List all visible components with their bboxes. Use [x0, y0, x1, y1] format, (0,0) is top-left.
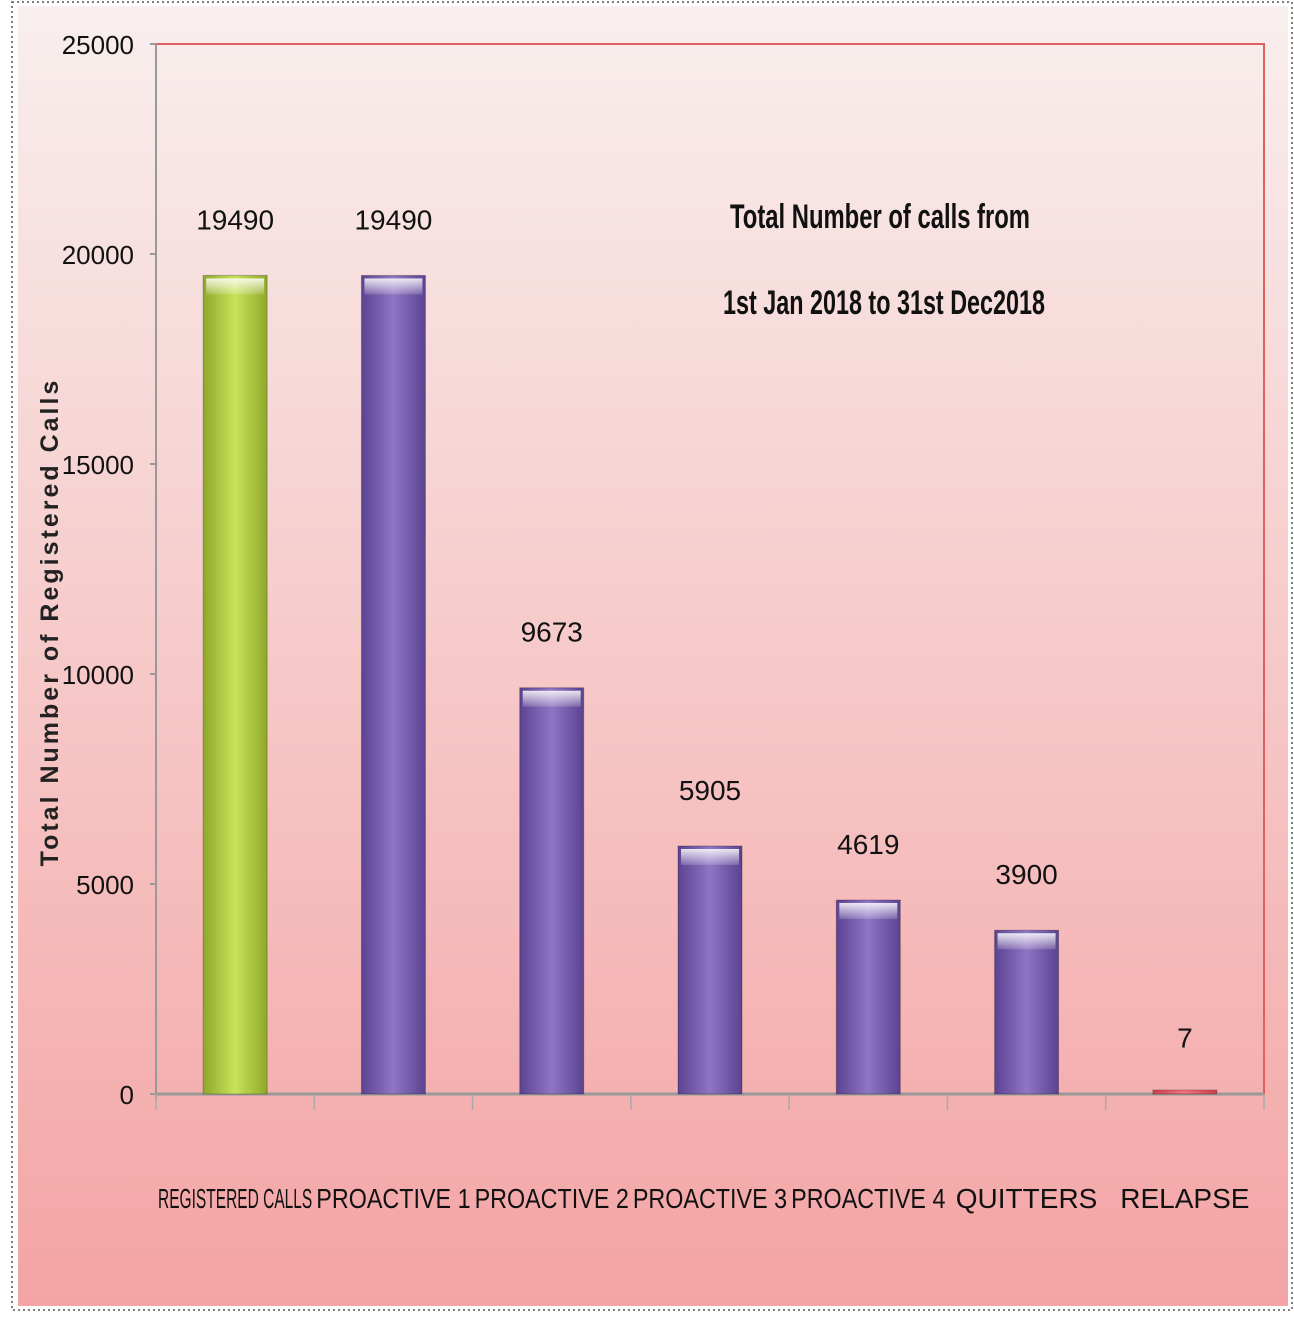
- bar-highlight: [681, 848, 739, 865]
- bar-body: [835, 899, 901, 1095]
- bar-body: [360, 274, 426, 1095]
- data-labels-group: 19490 19490 9673 5905 4619 3900 7: [196, 204, 1192, 1053]
- y-tick-label: 0: [120, 1080, 134, 1110]
- category-labels-group: REGISTERED CALLS PROACTIVE 1 PROACTIVE 2 PR…: [158, 1183, 1249, 1214]
- bar-highlight: [997, 933, 1056, 950]
- data-label: 19490: [196, 204, 274, 235]
- category-label: PROACTIVE 4: [791, 1183, 945, 1214]
- category-label: REGISTERED CALLS: [158, 1183, 312, 1214]
- bar: [1152, 1089, 1218, 1095]
- bar-highlight: [522, 690, 581, 707]
- bar: [677, 845, 743, 1095]
- bar-highlight: [839, 903, 898, 920]
- bar-body: [1152, 1089, 1218, 1095]
- category-label: PROACTIVE 2: [475, 1183, 629, 1214]
- category-label: PROACTIVE 3: [633, 1183, 787, 1214]
- bar-body: [519, 687, 585, 1095]
- bars-group: [202, 274, 1218, 1095]
- bar-body: [677, 845, 743, 1095]
- bar-highlight: [364, 278, 423, 295]
- data-label: 4619: [837, 829, 899, 860]
- bar-body: [202, 274, 268, 1095]
- category-label: RELAPSE: [1120, 1183, 1249, 1214]
- data-label: 7: [1177, 1023, 1193, 1054]
- outer-dotted-frame: [11, 1, 1293, 1311]
- data-label: 9673: [521, 617, 583, 648]
- y-tick-label: 10000: [62, 660, 134, 690]
- category-label: PROACTIVE 1: [316, 1183, 470, 1214]
- bar-highlight: [206, 278, 265, 295]
- y-axis: 0 5000 10000 15000 20000 25000: [62, 30, 157, 1110]
- bar: [835, 899, 901, 1095]
- category-label: QUITTERS: [956, 1183, 1098, 1214]
- y-tick-label: 20000: [62, 240, 134, 270]
- bar: [202, 274, 268, 1095]
- chart-title-line-1: Total Number of calls from: [730, 198, 1030, 236]
- y-tick-label: 15000: [62, 450, 134, 480]
- bar: [519, 687, 585, 1095]
- bar: [360, 274, 426, 1095]
- data-label: 5905: [679, 775, 741, 806]
- bar-body: [994, 929, 1060, 1095]
- y-tick-label: 25000: [62, 30, 134, 60]
- bar: [994, 929, 1060, 1095]
- chart-title-line-2: 1st Jan 2018 to 31st Dec2018: [723, 284, 1045, 322]
- y-tick-label: 5000: [76, 870, 134, 900]
- data-label: 19490: [354, 204, 432, 235]
- y-axis-label: Total Number of Registered Calls: [36, 378, 64, 867]
- data-label: 3900: [995, 859, 1057, 890]
